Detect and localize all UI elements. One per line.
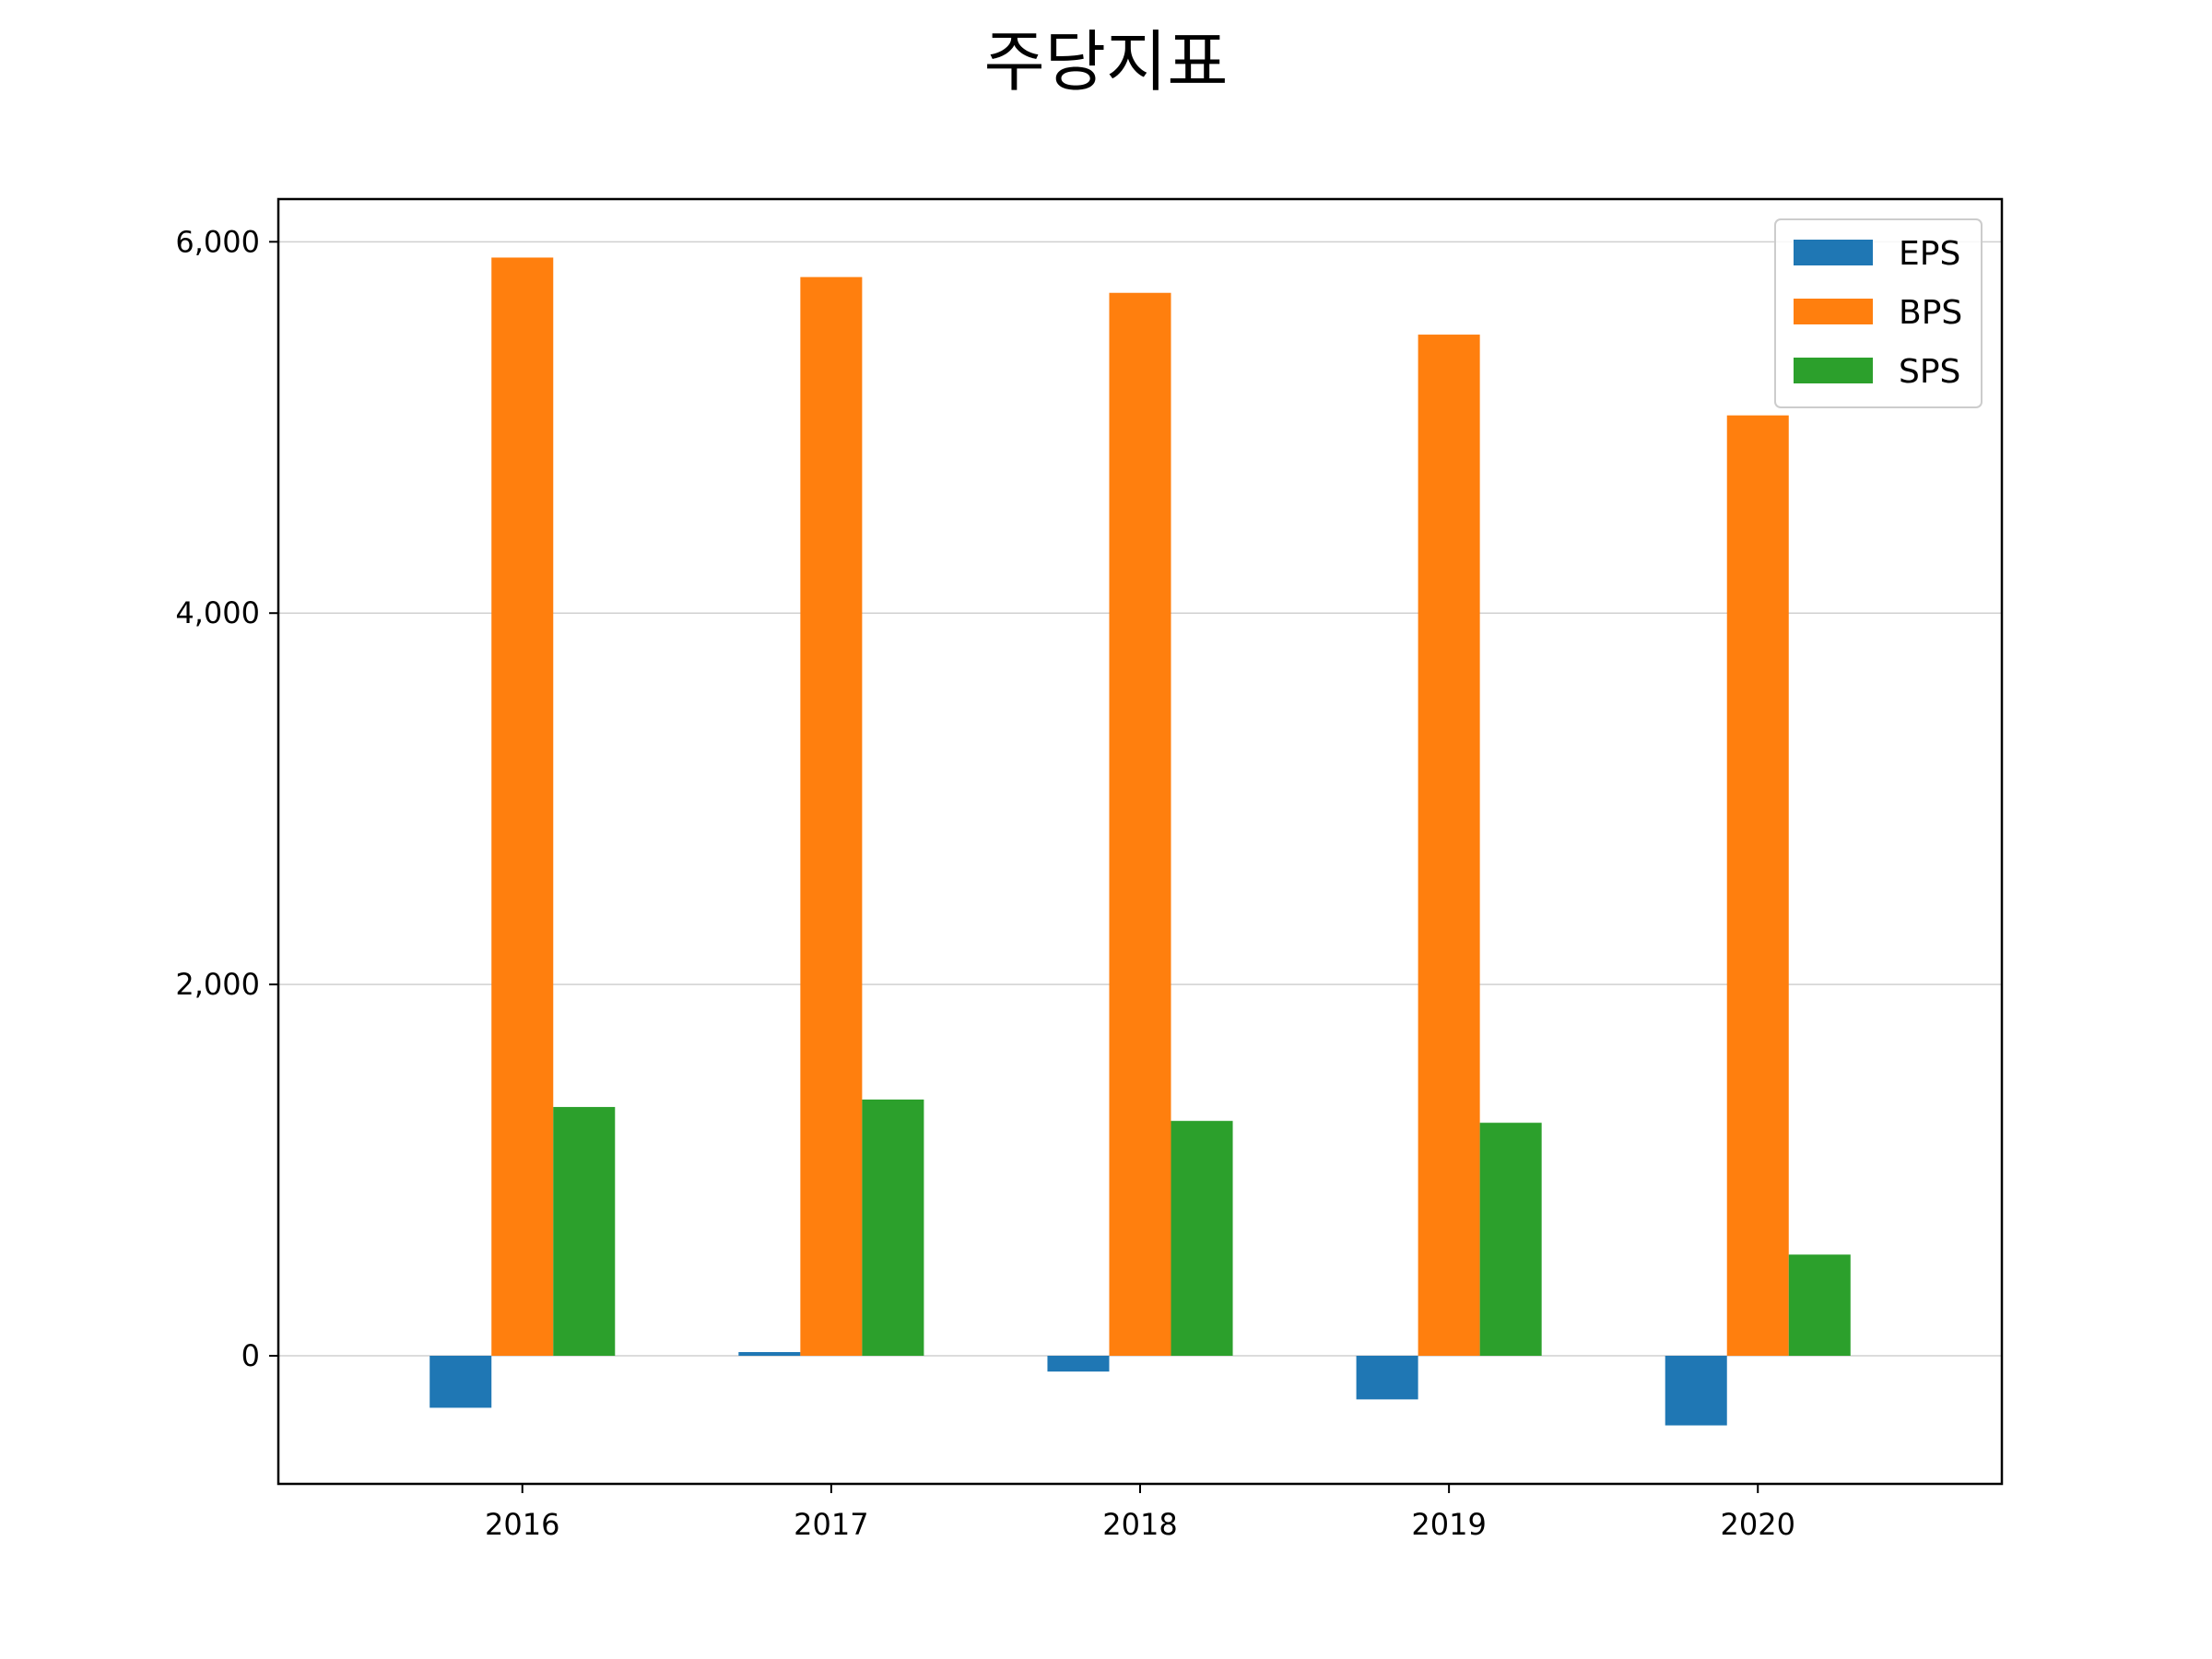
x-tick-label: 2018 [1102, 1507, 1177, 1542]
bars [429, 257, 1851, 1426]
bar-sps-2017 [862, 1100, 924, 1357]
bar-bps-2020 [1726, 415, 1789, 1357]
legend-label-eps: EPS [1899, 235, 1960, 273]
chart-title: 주당지표 [984, 23, 1229, 100]
bar-sps-2018 [1171, 1121, 1233, 1357]
legend-swatch-bps [1794, 299, 1873, 324]
x-tick-label: 2019 [1411, 1507, 1486, 1542]
bar-eps-2018 [1047, 1356, 1110, 1372]
bar-eps-2020 [1665, 1356, 1727, 1426]
y-tick-label: 4,000 [175, 595, 260, 630]
x-tick-label: 2020 [1721, 1507, 1795, 1542]
bar-bps-2019 [1418, 335, 1480, 1357]
legend: EPS BPS SPS [1774, 218, 1983, 408]
bar-eps-2016 [429, 1356, 492, 1408]
bar-eps-2017 [738, 1351, 801, 1357]
x-tick-label: 2016 [485, 1507, 559, 1542]
y-tick-label: 2,000 [175, 967, 260, 1002]
bar-bps-2018 [1109, 292, 1171, 1357]
y-tick-label: 0 [241, 1338, 260, 1373]
bar-bps-2016 [491, 257, 554, 1357]
bar-sps-2016 [553, 1107, 616, 1357]
bar-sps-2020 [1788, 1254, 1851, 1357]
bar-sps-2019 [1479, 1123, 1542, 1357]
bar-eps-2019 [1356, 1356, 1418, 1400]
y-tick-label: 6,000 [175, 224, 260, 259]
legend-swatch-eps [1794, 240, 1873, 265]
legend-label-sps: SPS [1899, 353, 1960, 391]
legend-swatch-sps [1794, 358, 1873, 383]
bar-bps-2017 [800, 276, 863, 1357]
x-tick-label: 2017 [794, 1507, 868, 1542]
legend-label-bps: BPS [1899, 294, 1962, 332]
axes: 0 2,000 4,000 6,000 2016 2017 2018 2019 2020 [175, 224, 1795, 1542]
